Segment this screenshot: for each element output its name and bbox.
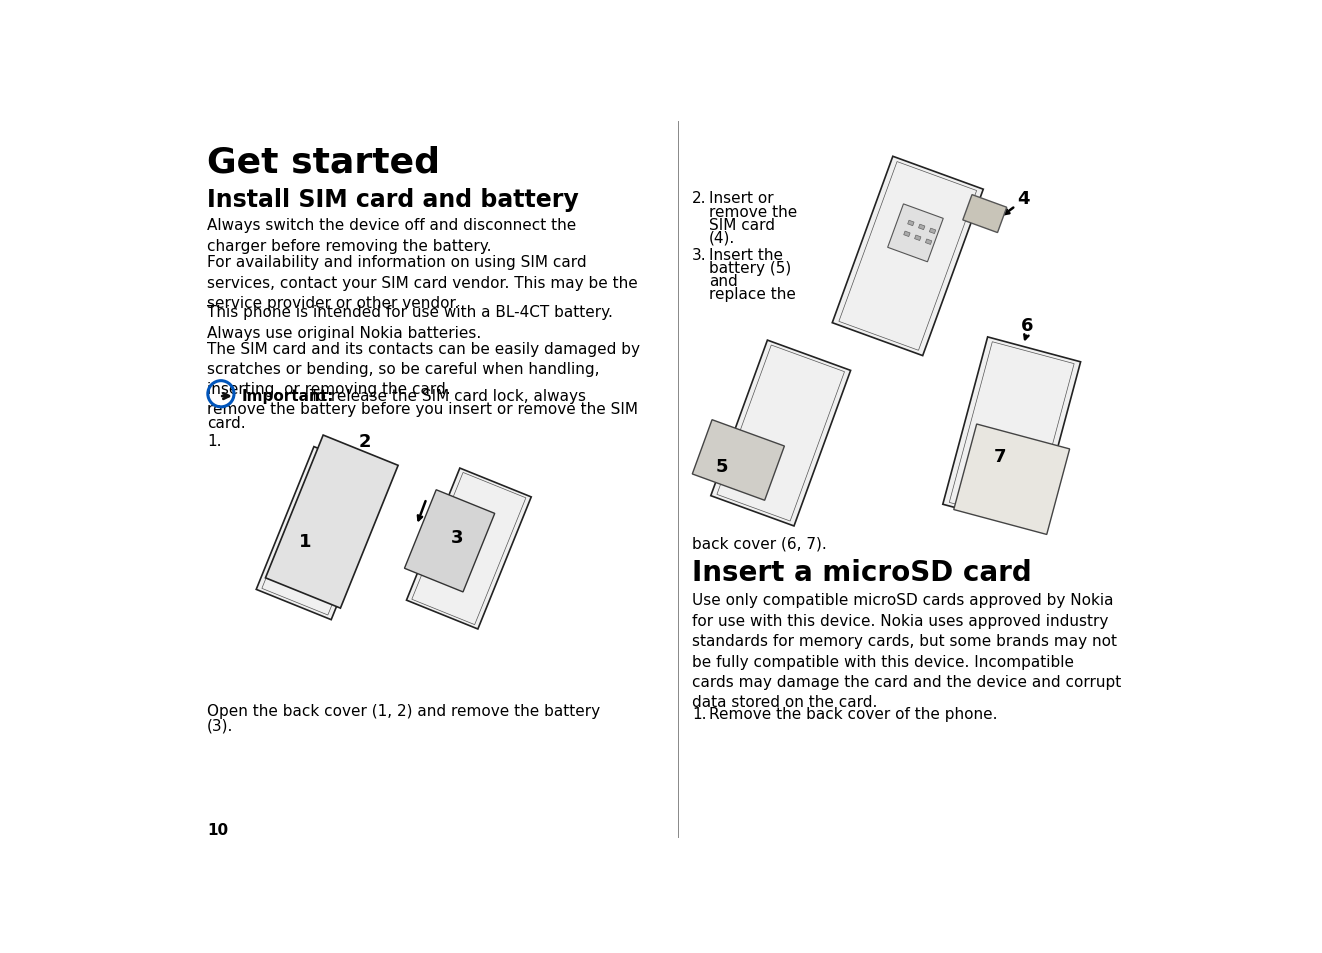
Text: 10: 10: [208, 822, 229, 837]
Text: battery (5): battery (5): [709, 260, 792, 275]
Polygon shape: [962, 195, 1007, 233]
Polygon shape: [908, 221, 914, 227]
Text: Insert the: Insert the: [709, 248, 783, 262]
Text: The SIM card and its contacts can be easily damaged by
scratches or bending, so : The SIM card and its contacts can be eas…: [208, 341, 640, 397]
Text: Always switch the device off and disconnect the
charger before removing the batt: Always switch the device off and disconn…: [208, 218, 576, 253]
Text: 3.: 3.: [693, 248, 707, 262]
Polygon shape: [953, 425, 1069, 535]
Text: (3).: (3).: [208, 718, 234, 733]
Polygon shape: [406, 469, 531, 629]
Polygon shape: [405, 490, 494, 593]
Text: 1.: 1.: [693, 706, 707, 721]
Text: (4).: (4).: [709, 231, 735, 246]
Text: remove the battery before you insert or remove the SIM: remove the battery before you insert or …: [208, 402, 639, 417]
Polygon shape: [925, 240, 932, 245]
Polygon shape: [833, 157, 984, 356]
Text: and: and: [709, 274, 738, 289]
Polygon shape: [693, 420, 784, 500]
Polygon shape: [943, 337, 1080, 530]
Text: Get started: Get started: [208, 145, 440, 179]
Text: Use only compatible microSD cards approved by Nokia
for use with this device. No: Use only compatible microSD cards approv…: [693, 593, 1121, 710]
Text: SIM card: SIM card: [709, 217, 775, 233]
Text: To release the SIM card lock, always: To release the SIM card lock, always: [305, 388, 586, 403]
Polygon shape: [904, 232, 910, 237]
Text: Insert or: Insert or: [709, 192, 773, 206]
Text: Open the back cover (1, 2) and remove the battery: Open the back cover (1, 2) and remove th…: [208, 703, 600, 719]
Polygon shape: [887, 205, 944, 262]
Polygon shape: [915, 235, 921, 241]
Polygon shape: [919, 225, 925, 231]
Text: 3: 3: [451, 528, 464, 546]
Text: back cover (6, 7).: back cover (6, 7).: [693, 536, 826, 551]
Text: 1.: 1.: [208, 434, 222, 449]
Polygon shape: [266, 436, 398, 608]
Text: This phone is intended for use with a BL-4CT battery.
Always use original Nokia : This phone is intended for use with a BL…: [208, 305, 613, 340]
Polygon shape: [711, 341, 850, 526]
Text: 5: 5: [715, 457, 727, 476]
Text: Insert a microSD card: Insert a microSD card: [693, 558, 1032, 586]
Text: 2: 2: [358, 433, 371, 450]
Text: 7: 7: [994, 448, 1006, 466]
Text: Install SIM card and battery: Install SIM card and battery: [208, 188, 579, 213]
Text: For availability and information on using SIM card
services, contact your SIM ca: For availability and information on usin…: [208, 255, 637, 311]
Text: card.: card.: [208, 416, 246, 431]
Polygon shape: [256, 447, 389, 620]
Text: replace the: replace the: [709, 287, 796, 302]
Text: Remove the back cover of the phone.: Remove the back cover of the phone.: [709, 706, 998, 721]
Text: 2.: 2.: [693, 192, 707, 206]
Text: remove the: remove the: [709, 204, 797, 219]
Text: Important:: Important:: [242, 388, 334, 403]
Text: 6: 6: [1021, 317, 1034, 335]
Text: 1: 1: [299, 533, 312, 550]
Text: 4: 4: [1017, 190, 1030, 208]
Polygon shape: [929, 229, 936, 234]
